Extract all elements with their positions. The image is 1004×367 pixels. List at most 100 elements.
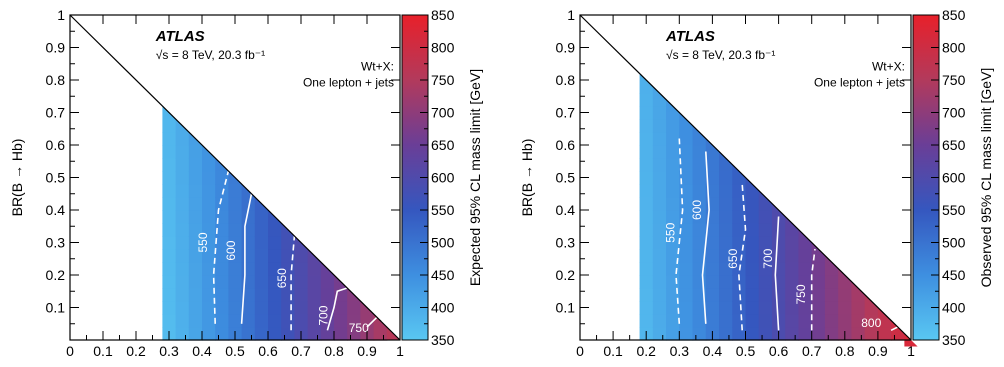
heatmap-cell: [666, 223, 680, 237]
heatmap-cell: [175, 262, 190, 276]
heatmap-cell: [705, 262, 720, 276]
heatmap-cell: [851, 301, 866, 315]
heatmap-cell: [771, 223, 786, 237]
y-tick-label: 1: [567, 7, 575, 23]
heatmap-cell: [745, 314, 760, 328]
heatmap-cell: [679, 288, 694, 302]
heatmap-cell: [202, 158, 216, 172]
heatmap-cell: [307, 275, 322, 289]
heatmap-cell: [639, 184, 654, 198]
x-tick-label: 1: [396, 343, 404, 359]
atlas-label: ATLAS: [665, 28, 715, 45]
heatmap-cell: [692, 158, 707, 172]
heatmap-cell: [666, 262, 680, 276]
heatmap-cell: [188, 314, 203, 328]
heatmap-cell: [891, 333, 905, 341]
heatmap-cell: [652, 314, 667, 328]
colorbar: 350 400 450 500 550 600 650 700 750 800 850 Expecte…: [401, 7, 483, 348]
heatmap-cell: [758, 314, 773, 328]
heatmap-cell: [281, 288, 295, 302]
heatmap-cell: [719, 275, 733, 289]
heatmap-cell: [202, 301, 216, 315]
colorbar-tick-label: 550: [942, 202, 966, 218]
channel-label-2: One lepton + jets: [814, 76, 905, 90]
heatmap-cell: [824, 327, 839, 341]
contour-550: [675, 138, 684, 324]
heatmap-cell: [679, 184, 694, 198]
colorbar: 350 400 450 500 550 600 650 700 750 800 850 Observe…: [912, 7, 994, 348]
heatmap-cell: [162, 145, 177, 159]
x-tick-label: 0.9: [868, 343, 888, 359]
heatmap-cell: [652, 262, 667, 276]
heatmap-cell: [692, 138, 707, 146]
colorbar-tick-label: 450: [942, 267, 966, 283]
heatmap-cell: [745, 223, 760, 237]
heatmap-cell: [705, 275, 720, 289]
colorbar-tick-label: 700: [942, 105, 966, 121]
heatmap-cell: [758, 223, 773, 237]
heatmap-cell: [652, 99, 667, 107]
heatmap-cell: [241, 301, 256, 315]
heatmap-cell: [719, 301, 733, 315]
heatmap-cell: [162, 223, 177, 237]
heatmap-cell: [719, 210, 733, 224]
heatmap-cell: [639, 314, 654, 328]
heatmap-cell: [771, 314, 786, 328]
y-tick-label: 0.3: [556, 235, 576, 251]
heatmap-cell: [719, 262, 733, 276]
contour-label-750: 750: [794, 284, 808, 304]
heatmap-cell: [175, 301, 190, 315]
heatmap-cell: [175, 184, 190, 198]
heatmap-cell: [268, 275, 282, 289]
heatmap-cell: [188, 210, 203, 224]
heatmap-cell: [785, 301, 800, 315]
heatmap-cell: [798, 275, 813, 289]
heatmap-cell: [705, 151, 720, 159]
heatmap-cell: [719, 327, 733, 341]
heatmap-cell: [692, 301, 707, 315]
heatmap-cell: [202, 197, 216, 211]
heatmap-cell: [347, 301, 361, 315]
heatmap-cell: [824, 288, 839, 302]
heatmap-cell: [652, 275, 667, 289]
heatmap-cell: [666, 145, 680, 159]
colorbar-tick-label: 750: [942, 72, 966, 88]
colorbar-tick-label: 800: [431, 40, 455, 56]
heatmap-cell: [175, 132, 190, 146]
y-tick-label: 0.7: [46, 105, 66, 121]
heatmap-cell: [758, 301, 773, 315]
heatmap-cell: [307, 288, 322, 302]
heatmap-cell: [202, 171, 216, 185]
heatmap-cell: [745, 249, 760, 263]
heatmap-cell: [652, 236, 667, 250]
heatmap-cell: [758, 327, 773, 341]
contour-700: [326, 287, 348, 331]
x-tick-label: 0.2: [636, 343, 656, 359]
x-tick-label: 0: [66, 343, 74, 359]
channel-label-2: One lepton + jets: [303, 76, 394, 90]
colorbar-tick-label: 550: [431, 202, 455, 218]
heatmap-cell: [241, 249, 256, 263]
kinematic-boundary-line: [579, 14, 912, 341]
heatmap-cell: [798, 249, 813, 263]
heatmap-cell: [215, 236, 229, 250]
heatmap-cell: [771, 288, 786, 302]
heatmap-cell: [811, 275, 826, 289]
heatmap-cell: [202, 262, 216, 276]
colorbar-tick-label: 600: [942, 170, 966, 186]
heatmap-cell: [732, 177, 747, 185]
contour-label-800: 800: [861, 316, 881, 330]
x-tick-label: 0.8: [324, 343, 344, 359]
heatmap-cell: [745, 236, 760, 250]
heatmap-cell: [188, 301, 203, 315]
heatmap-cell: [254, 236, 269, 250]
colorbar-tick-label: 400: [942, 300, 966, 316]
y-tick-label: 0.5: [46, 170, 66, 186]
heatmap-cell: [268, 236, 282, 250]
channel-label-1: Wt+X:: [872, 59, 905, 73]
heatmap-cell: [692, 145, 707, 159]
heatmap-cell: [202, 184, 216, 198]
colorbar-tick-label: 450: [431, 267, 455, 283]
heatmap-cell: [705, 184, 720, 198]
